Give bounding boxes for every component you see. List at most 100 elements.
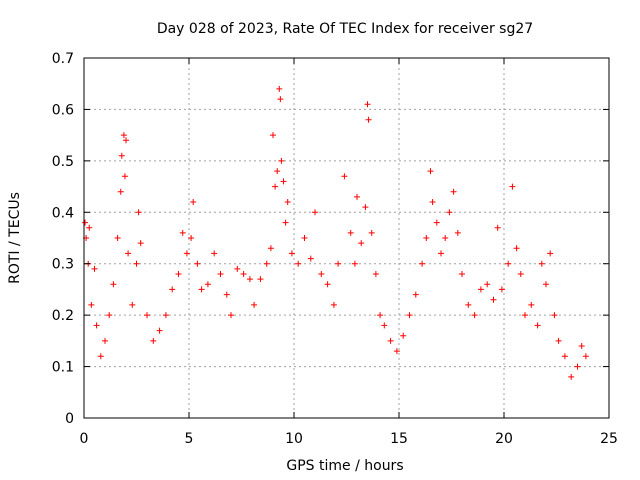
data-point (257, 276, 264, 283)
data-point (438, 250, 444, 257)
data-point (358, 240, 365, 247)
data-point (179, 229, 186, 236)
data-point (354, 193, 360, 200)
data-point (312, 209, 318, 216)
data-point (204, 281, 211, 288)
data-point (400, 332, 407, 339)
data-point (534, 322, 541, 329)
data-point (118, 152, 125, 159)
chart-title: Day 028 of 2023, Rate Of TEC Index for r… (157, 21, 533, 37)
data-point (150, 337, 157, 344)
data-point (278, 157, 285, 164)
data-point (91, 265, 98, 272)
data-point (419, 260, 426, 267)
data-point (528, 301, 535, 308)
data-points (82, 85, 589, 380)
data-point (156, 327, 163, 334)
data-point (341, 173, 348, 180)
data-point (246, 276, 253, 283)
data-point (517, 271, 524, 277)
data-point (211, 250, 218, 257)
data-point (234, 265, 241, 272)
x-tick-label: 25 (600, 431, 618, 447)
data-point (351, 260, 358, 267)
data-point (106, 312, 113, 319)
x-tick-label: 0 (80, 431, 89, 447)
data-point (568, 373, 575, 380)
data-point (272, 183, 279, 190)
y-tick-label: 0.7 (52, 51, 74, 67)
data-point (198, 286, 205, 293)
x-tick-label: 10 (285, 431, 303, 447)
y-tick-label: 0 (65, 411, 74, 427)
data-point (137, 240, 144, 247)
data-point (522, 312, 528, 319)
data-point (423, 235, 430, 241)
data-point (387, 337, 394, 344)
data-point (162, 312, 169, 319)
data-point (561, 353, 568, 360)
data-point (490, 296, 497, 303)
data-point (465, 301, 472, 308)
data-point (381, 322, 388, 329)
data-point (251, 301, 258, 308)
data-point (347, 229, 354, 236)
data-point (324, 281, 331, 288)
data-point (406, 312, 413, 319)
data-point (280, 178, 287, 185)
data-point (93, 322, 100, 329)
data-point (555, 337, 562, 344)
data-point (578, 343, 585, 349)
data-point (505, 260, 512, 267)
data-point (429, 199, 436, 205)
data-point (364, 101, 371, 108)
data-point (277, 96, 284, 103)
y-tick-label: 0.1 (52, 360, 74, 376)
data-point (97, 353, 104, 360)
x-tick-label: 5 (185, 431, 194, 447)
data-point (188, 235, 195, 241)
data-point (82, 219, 89, 226)
data-point (318, 271, 325, 277)
data-point (459, 271, 465, 277)
data-point (368, 229, 375, 236)
data-point (446, 209, 453, 216)
data-point (433, 219, 440, 226)
axis-ticks: 0 5 10 15 20 25 0 0.1 0.2 0.3 0.4 0.5 0.6 0.7 (52, 51, 618, 447)
data-point (543, 281, 549, 288)
data-point (135, 209, 142, 216)
data-point (582, 353, 589, 360)
data-point (288, 250, 295, 257)
data-point (335, 260, 342, 267)
data-point (88, 301, 95, 308)
data-point (282, 219, 289, 226)
y-tick-label: 0.3 (52, 257, 74, 273)
data-point (144, 312, 150, 319)
data-point (223, 291, 230, 298)
y-tick-label: 0.2 (52, 308, 74, 324)
data-point (102, 337, 108, 344)
data-point (117, 188, 124, 195)
data-point (330, 301, 337, 308)
data-point (125, 250, 132, 257)
data-point (121, 173, 128, 180)
data-point (295, 260, 302, 267)
x-axis-title: GPS time / hours (286, 458, 403, 474)
y-tick-label: 0.5 (52, 154, 74, 170)
data-point (450, 188, 457, 195)
data-point (123, 137, 129, 144)
data-point (228, 312, 234, 319)
data-point (169, 286, 176, 293)
data-point (175, 271, 182, 277)
x-tick-label: 15 (390, 431, 408, 447)
data-point (274, 168, 281, 175)
data-point (307, 255, 314, 262)
data-point (276, 85, 283, 92)
data-point (484, 281, 491, 288)
data-point (194, 260, 201, 267)
data-point (133, 260, 140, 267)
data-point (477, 286, 484, 293)
data-point (393, 348, 400, 355)
